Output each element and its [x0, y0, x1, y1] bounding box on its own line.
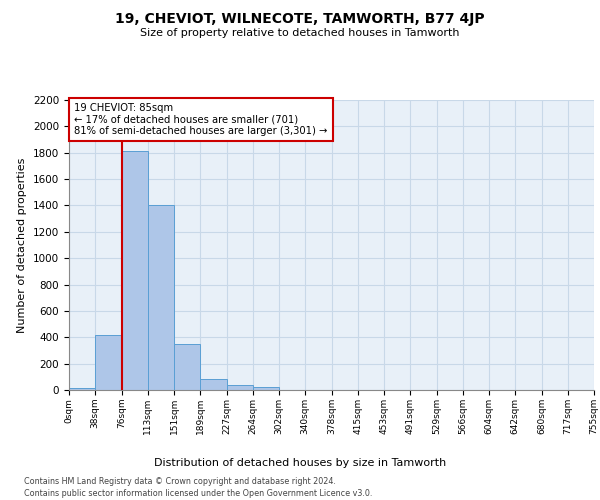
Bar	[148, 206, 174, 390]
Y-axis label: Number of detached properties: Number of detached properties	[17, 158, 28, 332]
Text: Distribution of detached houses by size in Tamworth: Distribution of detached houses by size …	[154, 458, 446, 468]
Text: Contains HM Land Registry data © Crown copyright and database right 2024.: Contains HM Land Registry data © Crown c…	[24, 478, 336, 486]
Text: Contains public sector information licensed under the Open Government Licence v3: Contains public sector information licen…	[24, 489, 373, 498]
Bar	[121, 152, 148, 390]
Bar	[227, 386, 253, 390]
Text: 19, CHEVIOT, WILNECOTE, TAMWORTH, B77 4JP: 19, CHEVIOT, WILNECOTE, TAMWORTH, B77 4J…	[115, 12, 485, 26]
Bar	[69, 388, 95, 390]
Bar	[253, 388, 279, 390]
Text: Size of property relative to detached houses in Tamworth: Size of property relative to detached ho…	[140, 28, 460, 38]
Bar	[200, 380, 227, 390]
Text: 19 CHEVIOT: 85sqm
← 17% of detached houses are smaller (701)
81% of semi-detache: 19 CHEVIOT: 85sqm ← 17% of detached hous…	[74, 103, 328, 136]
Bar	[95, 334, 121, 390]
Bar	[174, 344, 200, 390]
